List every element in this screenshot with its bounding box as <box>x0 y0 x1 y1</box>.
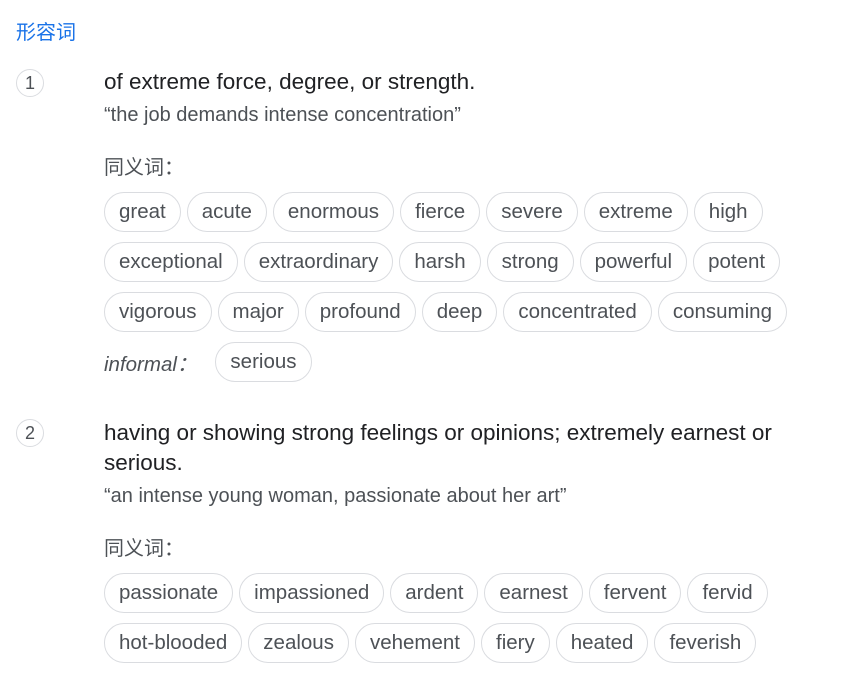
synonym-chip[interactable]: fierce <box>400 192 481 232</box>
sense-content: of extreme force, degree, or strength. “… <box>104 67 847 382</box>
synonym-chip[interactable]: zealous <box>248 623 349 663</box>
synonym-chip[interactable]: ardent <box>390 573 479 613</box>
synonym-row: great acute enormous fierce severe extre… <box>104 192 847 232</box>
synonym-chip[interactable]: vigorous <box>104 292 212 332</box>
synonym-chip[interactable]: fervid <box>687 573 768 613</box>
definition: having or showing strong feelings or opi… <box>104 420 772 475</box>
synonym-chip[interactable]: consuming <box>657 292 787 332</box>
synonym-chip[interactable]: earnest <box>484 573 583 613</box>
synonym-row: hot-blooded zealous vehement fiery heate… <box>104 623 847 663</box>
synonym-chip[interactable]: high <box>693 192 763 232</box>
synonym-chip[interactable]: deep <box>421 292 498 332</box>
sense-number: 1 <box>16 69 44 97</box>
synonym-row: passionate impassioned ardent earnest fe… <box>104 573 847 613</box>
synonym-chip[interactable]: great <box>104 192 181 232</box>
synonym-chip[interactable]: severe <box>486 192 578 232</box>
synonym-row: vigorous major profound deep concentrate… <box>104 292 847 332</box>
definition: of extreme force, degree, or strength. <box>104 69 476 94</box>
synonym-chip[interactable]: profound <box>304 292 416 332</box>
synonym-chip[interactable]: fiery <box>481 623 550 663</box>
synonym-chip[interactable]: enormous <box>272 192 395 232</box>
synonym-chip[interactable]: serious <box>215 342 312 382</box>
part-of-speech-label: 形容词 <box>16 22 76 44</box>
synonyms-label: 同义词： <box>104 157 184 179</box>
synonym-chip[interactable]: extraordinary <box>243 242 394 282</box>
synonym-chip[interactable]: extreme <box>583 192 688 232</box>
synonym-chip[interactable]: feverish <box>654 623 757 663</box>
synonym-chip[interactable]: concentrated <box>503 292 652 332</box>
informal-label: informal： <box>104 353 198 376</box>
synonym-chip[interactable]: passionate <box>104 573 234 613</box>
synonym-chip[interactable]: strong <box>486 242 574 282</box>
synonym-chip[interactable]: fervent <box>588 573 682 613</box>
synonym-chip[interactable]: impassioned <box>239 573 385 613</box>
synonym-chip[interactable]: major <box>217 292 299 332</box>
synonym-chip[interactable]: potent <box>693 242 781 282</box>
synonym-chip[interactable]: harsh <box>399 242 481 282</box>
synonyms-label: 同义词： <box>104 538 184 560</box>
synonym-chip[interactable]: exceptional <box>104 242 238 282</box>
synonym-chip[interactable]: acute <box>186 192 267 232</box>
sense-number: 2 <box>16 419 44 447</box>
informal-synonym-row: informal： serious <box>104 342 847 382</box>
synonym-chip[interactable]: hot-blooded <box>104 623 243 663</box>
synonym-chip[interactable]: heated <box>555 623 649 663</box>
example-sentence: “an intense young woman, passionate abou… <box>104 485 567 507</box>
sense-content: having or showing strong feelings or opi… <box>104 418 847 663</box>
synonym-chip[interactable]: powerful <box>579 242 688 282</box>
synonym-chip[interactable]: vehement <box>354 623 475 663</box>
example-sentence: “the job demands intense concentration” <box>104 104 461 126</box>
synonym-row: exceptional extraordinary harsh strong p… <box>104 242 847 282</box>
